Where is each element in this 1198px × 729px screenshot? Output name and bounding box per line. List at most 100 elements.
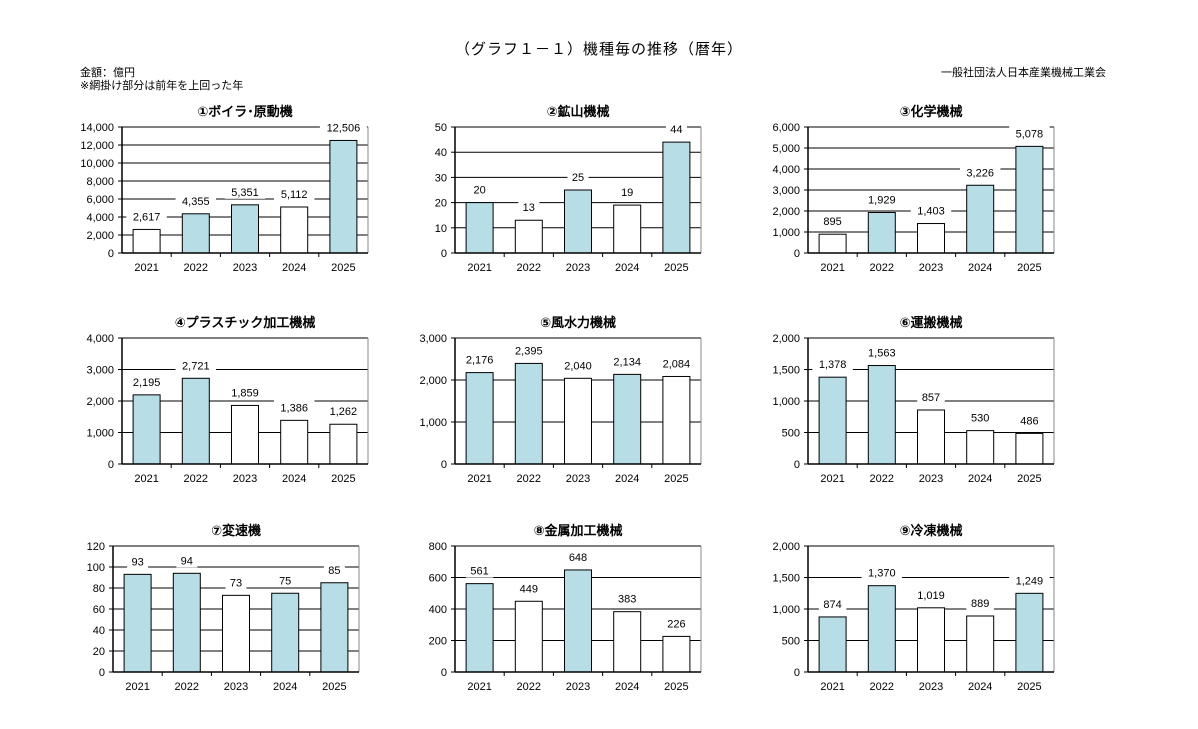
data-label-bg [515, 580, 543, 596]
chart-1: ①ボイラ･原動機 0 2,000 4,000 6,000 8,000 10,000 12,00… [80, 104, 369, 274]
y-tick-label: 10,000 [80, 158, 114, 170]
y-tick-label: 30 [435, 172, 447, 184]
data-label-bg [910, 202, 952, 218]
chart-title: ①ボイラ･原動機 [197, 104, 293, 119]
data-label-bg [557, 357, 599, 373]
data-label: 2,084 [663, 358, 691, 370]
data-label: 2,176 [466, 355, 494, 367]
bar-2021 [132, 228, 161, 254]
data-label: 486 [1020, 415, 1038, 427]
bar-2025 [662, 141, 691, 254]
x-tick-label: 2024 [282, 262, 306, 274]
data-label-bg [273, 185, 315, 201]
bar-2024 [613, 204, 642, 254]
data-label-bg [126, 373, 167, 389]
y-tick-label: 1,000 [419, 417, 447, 429]
bar-2024 [966, 430, 995, 465]
chart-9: ⑨冷凍機械 0 500 1,000 1,500 2,000 874 2021 1,370 2022… [772, 523, 1055, 693]
y-tick-label: 0 [99, 667, 105, 679]
y-tick-label: 2,000 [772, 206, 800, 218]
data-label: 20 [473, 185, 485, 197]
bar-2021 [818, 233, 847, 254]
bar-2024 [613, 611, 642, 673]
data-label-bg [1009, 572, 1050, 588]
bar-2024 [271, 592, 300, 673]
data-label: 73 [230, 577, 242, 589]
x-tick-label: 2025 [331, 262, 355, 274]
bar-2023 [564, 377, 592, 465]
data-label: 2,721 [182, 360, 210, 372]
x-tick-label: 2021 [820, 262, 844, 274]
y-tick-label: 1,500 [772, 573, 800, 585]
data-label: 1,019 [917, 590, 945, 602]
y-tick-label: 0 [108, 459, 114, 471]
data-label-bg [656, 355, 697, 371]
y-tick-label: 2,000 [86, 230, 114, 242]
y-tick-label: 500 [782, 428, 800, 440]
x-tick-label: 2022 [870, 262, 894, 274]
bar-2023 [231, 404, 259, 465]
data-label: 1,370 [868, 568, 896, 580]
data-label: 857 [922, 392, 940, 404]
data-label: 13 [523, 202, 535, 214]
data-label-bg [966, 409, 994, 425]
x-tick-label: 2023 [566, 681, 590, 693]
y-tick-label: 2,000 [419, 375, 447, 387]
chart-4: ④プラスチック加工機械 0 1,000 2,000 3,000 4,000 2,195 202… [86, 315, 369, 485]
y-tick-label: 1,000 [772, 396, 800, 408]
data-label: 2,040 [564, 360, 592, 372]
x-tick-label: 2025 [664, 681, 688, 693]
bar-2022 [181, 213, 210, 254]
x-tick-label: 2025 [1017, 681, 1041, 693]
chart-title: ⑦変速機 [211, 523, 261, 538]
y-tick-label: 120 [87, 541, 105, 553]
bar-2025 [662, 375, 691, 465]
data-label: 1,262 [330, 406, 358, 418]
bar-2022 [867, 365, 896, 465]
data-label: 889 [971, 598, 989, 610]
x-tick-label: 2024 [282, 473, 306, 485]
data-label-bg [274, 572, 296, 588]
data-label-bg [518, 199, 540, 215]
y-tick-label: 1,000 [772, 227, 800, 239]
data-label-bg [917, 389, 945, 405]
bar-2022 [181, 377, 210, 465]
x-tick-label: 2021 [134, 473, 158, 485]
data-label: 383 [618, 594, 636, 606]
x-tick-label: 2023 [919, 681, 943, 693]
data-label-bg [861, 191, 903, 207]
data-label: 12,506 [327, 122, 361, 134]
data-label: 1,249 [1016, 575, 1044, 587]
bar-2021 [123, 573, 152, 673]
organization-name: 一般社団法人日本産業機械工業会 [941, 66, 1106, 79]
y-tick-label: 60 [93, 604, 105, 616]
x-tick-label: 2023 [224, 681, 248, 693]
data-label: 5,078 [1016, 128, 1044, 140]
y-tick-label: 0 [441, 667, 447, 679]
data-label-bg [126, 208, 167, 224]
bar-2024 [280, 419, 309, 465]
y-tick-label: 6,000 [86, 194, 114, 206]
chart-5: ⑤風水力機械 0 1,000 2,000 3,000 2,176 2021 2,395 2022… [419, 315, 702, 485]
bar-2021 [818, 616, 847, 673]
data-label-bg [861, 564, 903, 580]
chart-title: ⑧金属加工機械 [533, 523, 622, 538]
data-label-bg [323, 561, 345, 577]
bar-2023 [917, 409, 945, 465]
data-label-bg [1009, 125, 1050, 141]
x-tick-label: 2023 [919, 262, 943, 274]
x-tick-label: 2023 [919, 473, 943, 485]
data-label-bg [465, 562, 494, 578]
y-tick-label: 3,000 [419, 333, 447, 345]
x-tick-label: 2022 [184, 262, 208, 274]
data-label: 5,351 [231, 187, 259, 199]
y-tick-label: 2,000 [772, 333, 800, 345]
x-tick-label: 2022 [870, 473, 894, 485]
bar-2023 [231, 204, 259, 254]
data-label: 648 [569, 552, 587, 564]
y-tick-label: 10 [435, 223, 447, 235]
y-tick-label: 3,000 [772, 185, 800, 197]
y-tick-label: 6,000 [772, 122, 800, 134]
data-label-bg [818, 213, 847, 229]
data-label: 2,134 [613, 356, 641, 368]
